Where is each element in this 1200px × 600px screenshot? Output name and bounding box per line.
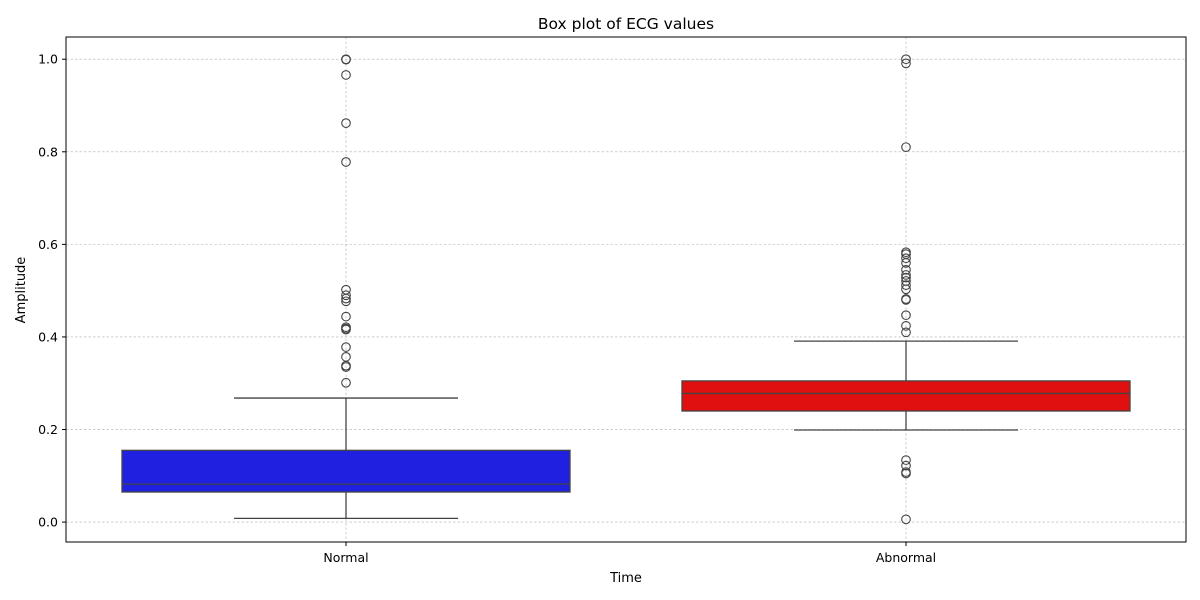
outlier-point — [901, 54, 911, 65]
outlier-point — [341, 157, 351, 167]
grid-lines — [66, 37, 1186, 542]
outlier-point — [341, 342, 351, 352]
outlier-point — [341, 70, 351, 80]
chart-title: Box plot of ECG values — [538, 15, 714, 33]
outlier-point — [901, 253, 911, 264]
outlier-point — [901, 514, 911, 525]
x-axis-label: Time — [609, 571, 642, 586]
outlier-point — [901, 320, 911, 331]
x-tick-label: Abnormal — [876, 550, 936, 565]
y-tick-label: 0.2 — [38, 422, 58, 437]
iqr-box — [681, 380, 1131, 412]
plot-frame — [65, 36, 1187, 543]
box-abnormal — [681, 54, 1131, 525]
iqr-box — [121, 449, 571, 493]
outlier-point — [901, 280, 911, 290]
y-tick-label: 0.8 — [38, 144, 58, 159]
axes: 0.0 0.2 0.4 0.6 0.8 1.0 Normal Abnormal — [38, 52, 936, 565]
outlier-point — [341, 293, 351, 304]
x-tick-label: Normal — [323, 550, 368, 565]
outlier-point — [341, 311, 351, 322]
outlier-point — [341, 362, 351, 372]
outlier-point — [901, 258, 911, 268]
outlier-point — [901, 310, 911, 321]
outlier-point — [341, 290, 351, 301]
outlier-point — [901, 327, 911, 338]
outlier-point — [901, 264, 911, 275]
outlier-point — [341, 296, 351, 307]
outlier-point — [901, 142, 911, 153]
y-tick-label: 0.0 — [38, 515, 58, 530]
outlier-point — [901, 468, 911, 479]
outlier-point — [341, 54, 351, 65]
y-axis-label: Amplitude — [14, 257, 29, 324]
outlier-point — [901, 270, 911, 280]
outlier-point — [901, 272, 911, 283]
outlier-point — [901, 295, 911, 305]
outlier-point — [341, 118, 351, 128]
outlier-point — [901, 455, 911, 465]
outlier-point — [341, 324, 351, 335]
y-tick-label: 0.4 — [38, 329, 58, 344]
boxes — [121, 54, 1131, 525]
outlier-point — [901, 284, 911, 295]
y-tick-label: 1.0 — [38, 52, 58, 67]
outlier-point — [341, 377, 351, 388]
box-normal — [121, 54, 571, 520]
outlier-point — [901, 58, 911, 69]
outlier-point — [901, 460, 911, 471]
y-tick-label: 0.6 — [38, 237, 58, 252]
